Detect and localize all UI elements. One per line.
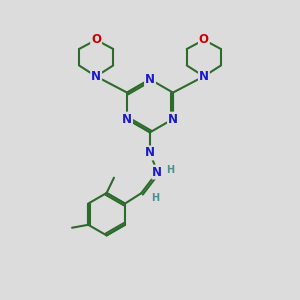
Text: H: H — [166, 165, 174, 175]
Text: N: N — [91, 70, 101, 83]
Text: O: O — [91, 33, 101, 46]
Text: N: N — [152, 166, 162, 178]
Text: N: N — [145, 73, 155, 86]
Text: H: H — [151, 193, 159, 203]
Text: N: N — [145, 146, 155, 159]
Text: N: N — [168, 112, 178, 126]
Text: N: N — [122, 112, 132, 126]
Text: N: N — [199, 70, 209, 83]
Text: O: O — [199, 33, 209, 46]
